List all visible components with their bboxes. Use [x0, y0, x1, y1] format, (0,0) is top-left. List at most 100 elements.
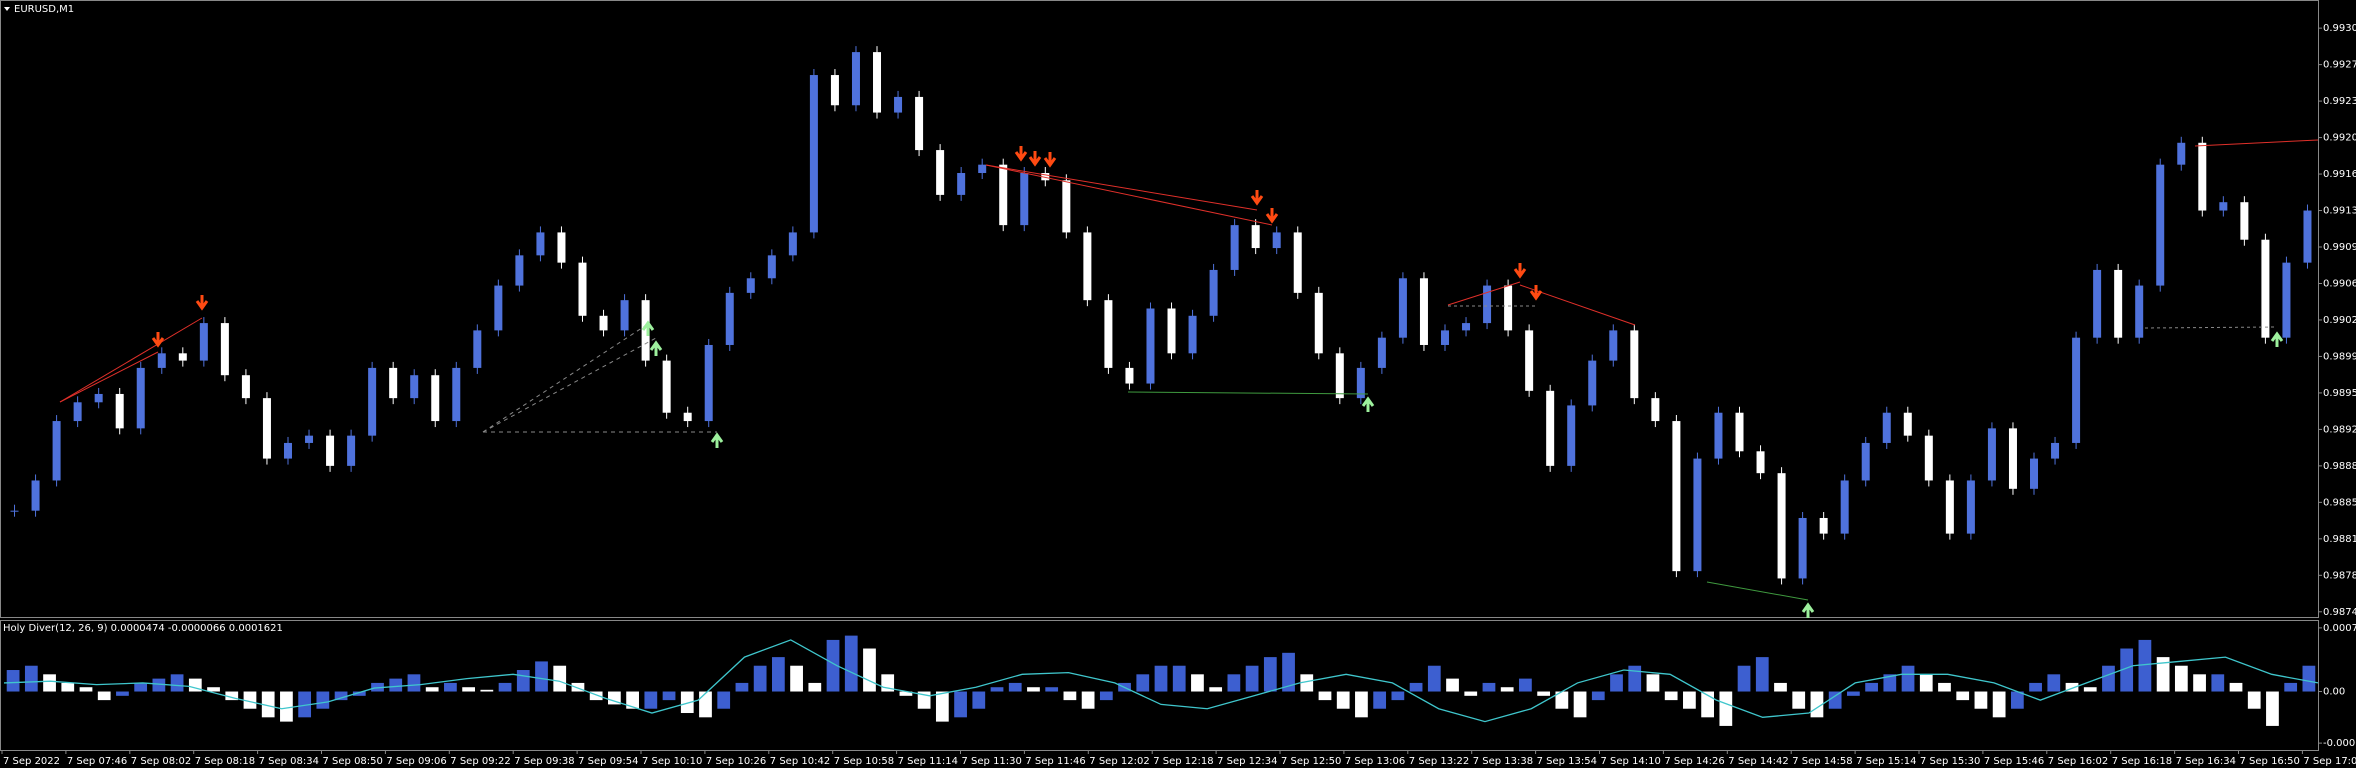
candle [1041, 173, 1050, 181]
x-tick-label: 7 Sep 10:26 [706, 756, 766, 767]
x-tick-label: 7 Sep 2022 [3, 756, 60, 767]
collapse-icon[interactable] [4, 7, 10, 11]
histogram-bar [2266, 691, 2279, 726]
histogram-bar [662, 691, 676, 701]
histogram-bar [1482, 682, 1496, 692]
x-tick-label: 7 Sep 11:14 [898, 756, 958, 767]
x-tick-label: 7 Sep 13:22 [1409, 756, 1469, 767]
histogram-bar [97, 691, 111, 701]
main-frame [0, 0, 2319, 618]
candle [1651, 398, 1660, 422]
histogram-bar [1446, 678, 1459, 692]
x-tick-label: 7 Sep 15:30 [1920, 756, 1980, 767]
histogram-bar [1610, 674, 1623, 692]
histogram-bar [1464, 691, 1478, 696]
candle [1272, 232, 1281, 249]
candle [410, 375, 419, 399]
x-tick-label: 7 Sep 09:22 [450, 756, 510, 767]
candle [1146, 308, 1155, 384]
candle [2177, 142, 2186, 165]
histogram-bar [480, 689, 494, 692]
histogram-bar [771, 657, 785, 692]
histogram-bar [352, 691, 366, 696]
y-tick-label: 0.98955 [2323, 388, 2356, 399]
candle [641, 300, 650, 361]
histogram-bar [1755, 657, 1769, 692]
candle [1462, 323, 1471, 331]
histogram-bar [1628, 665, 1642, 692]
x-tick-label: 7 Sep 08:18 [195, 756, 255, 767]
candle [578, 262, 587, 316]
histogram-bar [899, 691, 913, 696]
histogram-bar [1081, 691, 1095, 709]
candle [1630, 330, 1639, 399]
histogram-bar [444, 682, 457, 692]
candle [936, 150, 945, 195]
candle [1356, 367, 1365, 399]
sell-arrow [1250, 190, 1264, 206]
histogram-bar [225, 691, 239, 701]
y-tick-label: 0.99235 [2323, 96, 2356, 107]
histogram-bar [626, 691, 639, 709]
x-tick-label: 7 Sep 09:06 [386, 756, 446, 767]
histogram-bar [972, 691, 986, 709]
candle [767, 255, 776, 279]
histogram-bar [498, 682, 512, 692]
histogram-bar [425, 687, 439, 692]
candle [704, 344, 713, 422]
histogram-bar [1136, 674, 1150, 692]
sell-arrow [1529, 285, 1543, 301]
histogram-bar [1701, 691, 1714, 718]
histogram-bar [1792, 691, 1806, 709]
histogram-bar [1099, 691, 1113, 701]
histogram-bar [699, 691, 712, 718]
histogram-bar [1646, 674, 1660, 692]
candle [241, 375, 250, 399]
histogram-bar [717, 691, 731, 709]
y-tick-label: 0.00074 [2323, 623, 2356, 634]
candle [2156, 164, 2165, 286]
candle [1756, 451, 1765, 474]
x-tick-label: 7 Sep 16:50 [2240, 756, 2300, 767]
buy-arrow [641, 320, 655, 336]
signal-line [3, 639, 2319, 723]
histogram-bar [134, 682, 148, 692]
histogram-bar [152, 678, 166, 692]
histogram-bar [1537, 691, 1551, 696]
histogram-bar [571, 682, 585, 692]
histogram-bar [2174, 665, 2188, 692]
histogram-bar [1883, 674, 1897, 692]
candle [262, 398, 271, 459]
candle [1840, 480, 1849, 534]
y-tick-label: 0.00 [2323, 687, 2345, 698]
candle [326, 435, 335, 466]
histogram-bar [2247, 691, 2261, 709]
histogram-bar [1573, 691, 1587, 718]
histogram-bar [207, 687, 220, 692]
candle [2198, 142, 2207, 211]
histogram-bar [1373, 691, 1387, 709]
candle [115, 393, 124, 429]
histogram-bar [261, 691, 275, 718]
candle [1167, 308, 1176, 354]
candle [1672, 421, 1681, 572]
y-tick-label: 0.99165 [2323, 169, 2356, 180]
candle [851, 52, 860, 106]
histogram-bar [1901, 665, 1915, 692]
candle [683, 412, 692, 422]
candle [431, 375, 440, 422]
candle [1209, 269, 1218, 316]
x-tick-label: 7 Sep 17:06 [2303, 756, 2356, 767]
histogram-bar [1318, 691, 1332, 701]
histogram-bar [644, 691, 658, 709]
divergence-line [985, 164, 1273, 226]
buy-arrow [649, 340, 663, 356]
histogram-bar [863, 648, 876, 692]
x-tick-label: 7 Sep 10:58 [834, 756, 894, 767]
histogram-bar [1938, 682, 1951, 692]
